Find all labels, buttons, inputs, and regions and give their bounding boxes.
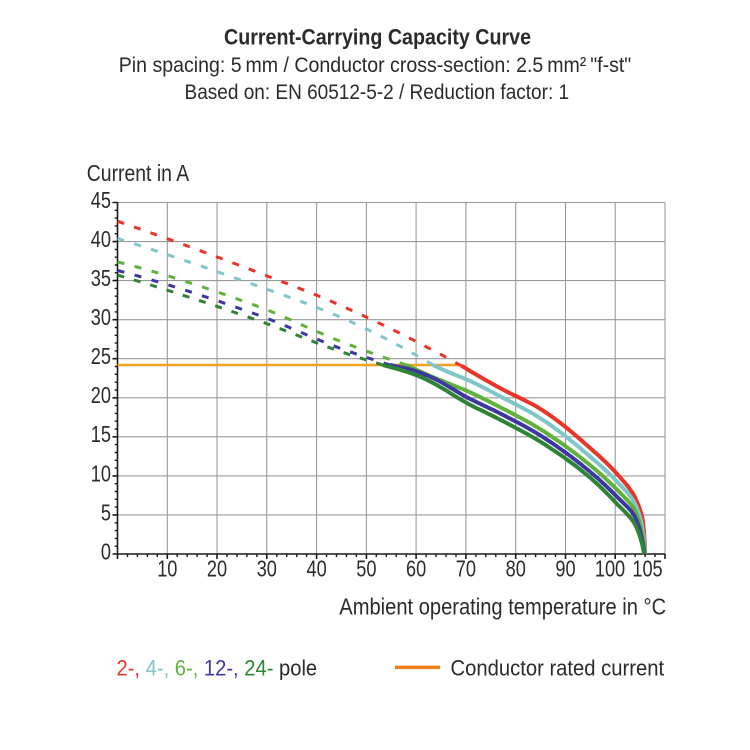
svg-text:Current in A: Current in A xyxy=(87,160,190,186)
svg-text:0: 0 xyxy=(101,539,111,565)
svg-text:10: 10 xyxy=(157,556,177,582)
svg-text:Pin spacing: 5 mm / Conductor: Pin spacing: 5 mm / Conductor cross-sect… xyxy=(119,54,632,77)
svg-text:Current-Carrying Capacity Curv: Current-Carrying Capacity Curve xyxy=(224,26,531,50)
svg-text:45: 45 xyxy=(91,188,111,214)
svg-text:10: 10 xyxy=(91,461,111,487)
svg-text:30: 30 xyxy=(91,305,111,331)
svg-text:Ambient operating temperature: Ambient operating temperature in °C xyxy=(339,593,666,620)
svg-text:20: 20 xyxy=(207,556,227,582)
svg-text:100: 100 xyxy=(595,556,625,582)
svg-text:5: 5 xyxy=(101,500,111,526)
svg-text:30: 30 xyxy=(257,556,277,582)
svg-text:50: 50 xyxy=(356,556,376,582)
svg-text:2-, 4-, 6-, 12-, 24- pole: 2-, 4-, 6-, 12-, 24- pole xyxy=(117,657,318,681)
svg-text:15: 15 xyxy=(91,422,111,448)
svg-text:90: 90 xyxy=(555,556,575,582)
svg-text:60: 60 xyxy=(406,556,426,582)
svg-text:20: 20 xyxy=(91,383,111,409)
svg-text:80: 80 xyxy=(506,556,526,582)
svg-text:25: 25 xyxy=(91,344,111,370)
svg-text:70: 70 xyxy=(456,556,476,582)
svg-text:40: 40 xyxy=(306,556,326,582)
svg-text:40: 40 xyxy=(91,227,111,253)
svg-text:Based on: EN 60512-5-2 / Reduc: Based on: EN 60512-5-2 / Reduction facto… xyxy=(185,81,570,104)
svg-text:Conductor rated current: Conductor rated current xyxy=(451,657,665,681)
svg-text:105: 105 xyxy=(632,556,662,582)
svg-text:35: 35 xyxy=(91,266,111,292)
